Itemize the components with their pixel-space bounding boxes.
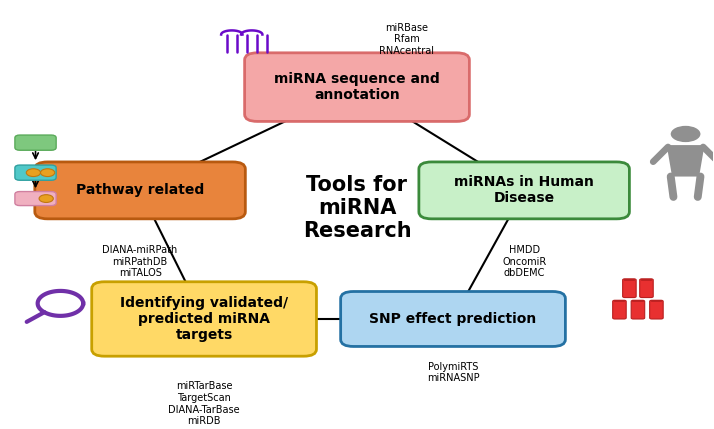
FancyBboxPatch shape [15, 165, 56, 180]
FancyBboxPatch shape [15, 192, 56, 205]
FancyBboxPatch shape [15, 135, 56, 150]
FancyBboxPatch shape [631, 300, 645, 319]
Text: HMDD
OncomiR
dbDEMC: HMDD OncomiR dbDEMC [502, 245, 546, 278]
Text: miRNAs in Human
Disease: miRNAs in Human Disease [454, 175, 594, 205]
Polygon shape [667, 145, 705, 177]
FancyBboxPatch shape [650, 300, 663, 319]
Circle shape [41, 169, 55, 177]
FancyBboxPatch shape [91, 282, 316, 356]
FancyBboxPatch shape [419, 162, 630, 219]
Text: miRBase
Rfam
RNAcentral: miRBase Rfam RNAcentral [379, 23, 434, 56]
FancyBboxPatch shape [640, 279, 653, 298]
Text: SNP effect prediction: SNP effect prediction [369, 312, 537, 326]
Text: Tools for
miRNA
Research: Tools for miRNA Research [303, 175, 411, 241]
Circle shape [670, 126, 700, 142]
Circle shape [26, 169, 41, 177]
Circle shape [39, 195, 54, 202]
FancyBboxPatch shape [245, 53, 469, 121]
Text: PolymiRTS
miRNASNP: PolymiRTS miRNASNP [427, 362, 479, 384]
FancyBboxPatch shape [35, 162, 246, 219]
Text: Pathway related: Pathway related [76, 183, 204, 197]
FancyBboxPatch shape [613, 300, 626, 319]
Text: DIANA-miRPath
miRPathDB
miTALOS: DIANA-miRPath miRPathDB miTALOS [102, 245, 178, 278]
Text: miRTarBase
TargetScan
DIANA-TarBase
miRDB: miRTarBase TargetScan DIANA-TarBase miRD… [169, 381, 240, 426]
FancyBboxPatch shape [341, 292, 565, 347]
FancyBboxPatch shape [623, 279, 636, 298]
Text: miRNA sequence and
annotation: miRNA sequence and annotation [274, 72, 440, 102]
Text: Identifying validated/
predicted miRNA
targets: Identifying validated/ predicted miRNA t… [120, 296, 288, 342]
